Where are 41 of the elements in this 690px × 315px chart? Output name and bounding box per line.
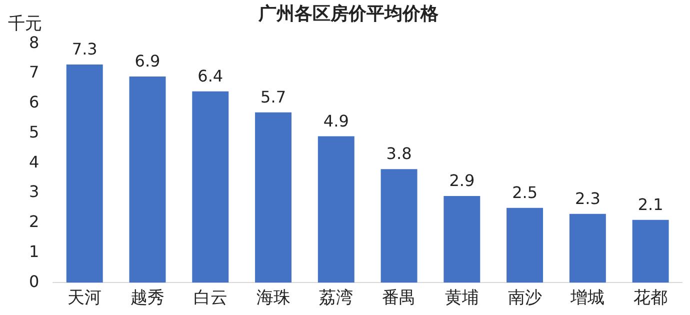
data-label: 5.7 — [260, 87, 286, 106]
x-tick-label: 荔湾 — [319, 288, 354, 308]
y-tick-label: 6 — [28, 92, 40, 112]
bar — [569, 214, 606, 283]
bar — [66, 64, 103, 283]
bar — [444, 196, 480, 283]
y-tick-label: 7 — [28, 62, 40, 82]
bar — [129, 76, 166, 283]
x-tick-label: 南沙 — [508, 288, 542, 308]
y-tick-label: 8 — [28, 32, 40, 52]
bar — [192, 91, 229, 283]
data-label: 2.3 — [574, 189, 600, 208]
data-label: 3.8 — [386, 144, 412, 164]
chart-title: 广州各区房价平均价格 — [258, 3, 440, 24]
y-tick-label: 4 — [28, 152, 40, 172]
y-tick-label: 2 — [28, 212, 40, 232]
data-label: 2.5 — [512, 183, 538, 202]
x-tick-label: 番禺 — [382, 288, 416, 308]
y-tick-label: 3 — [28, 182, 40, 202]
y-tick-label: 0 — [28, 272, 40, 291]
x-tick-label: 白云 — [193, 288, 228, 308]
data-label: 7.3 — [72, 40, 98, 59]
y-axis-title: 千元 — [8, 13, 42, 35]
y-tick-label: 1 — [28, 242, 40, 261]
bar — [506, 208, 544, 283]
x-tick-label: 增城 — [570, 288, 605, 308]
data-label: 6.9 — [134, 52, 160, 71]
data-label: 2.9 — [449, 171, 475, 190]
x-tick-label: 黄埔 — [444, 288, 479, 308]
data-label: 4.9 — [323, 111, 349, 130]
data-label: 6.4 — [198, 66, 224, 86]
bar — [632, 220, 669, 283]
y-tick-label: 5 — [28, 122, 40, 142]
data-label: 2.1 — [638, 195, 664, 214]
bar — [255, 112, 292, 283]
bar — [380, 169, 418, 283]
x-tick-label: 越秀 — [130, 288, 165, 308]
x-tick-label: 花都 — [634, 288, 668, 308]
bar — [318, 136, 354, 283]
x-tick-label: 天河 — [68, 288, 102, 308]
x-tick-label: 海珠 — [256, 288, 290, 308]
